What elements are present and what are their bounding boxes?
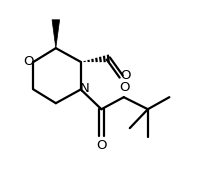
Text: O: O [96,139,106,152]
Polygon shape [52,20,60,48]
Text: O: O [119,81,129,94]
Text: O: O [23,55,34,68]
Text: N: N [80,82,90,95]
Text: O: O [121,69,131,82]
